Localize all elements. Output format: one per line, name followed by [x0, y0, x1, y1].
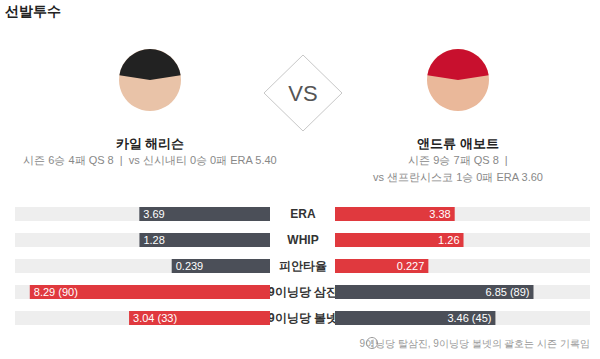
- svg-text:VS: VS: [288, 81, 317, 106]
- svg-text:WHIP: WHIP: [287, 233, 318, 247]
- svg-text:3.38: 3.38: [429, 208, 450, 220]
- svg-text:피안타율: 피안타율: [279, 259, 327, 273]
- svg-text:8.29 (90): 8.29 (90): [34, 286, 78, 298]
- svg-text:6.85 (89): 6.85 (89): [485, 286, 529, 298]
- svg-text:9이닝당 삼진: 9이닝당 삼진: [268, 285, 338, 299]
- svg-text:시즌 6승 4패 QS 8 | vs 신시내티 0승 0: 시즌 6승 4패 QS 8 | vs 신시내티 0승 0패 ERA 5.40: [23, 154, 277, 166]
- svg-text:9이닝당 탈삼진, 9이닝당 볼넷의 괄호는 시즌 기록임: 9이닝당 탈삼진, 9이닝당 볼넷의 괄호는 시즌 기록임: [359, 338, 590, 349]
- svg-text:0.227: 0.227: [397, 260, 425, 272]
- svg-text:ERA: ERA: [290, 207, 316, 221]
- svg-text:시즌 9승 7패 QS 8 |: 시즌 9승 7패 QS 8 |: [408, 154, 507, 166]
- svg-text:3.04 (33): 3.04 (33): [133, 312, 177, 324]
- svg-text:카일 해리슨: 카일 해리슨: [116, 136, 185, 151]
- svg-text:0.239: 0.239: [176, 260, 204, 272]
- svg-text:3.46 (45): 3.46 (45): [447, 312, 491, 324]
- svg-text:앤드류 애보트: 앤드류 애보트: [417, 136, 499, 151]
- svg-text:1.28: 1.28: [143, 234, 164, 246]
- svg-text:3.69: 3.69: [143, 208, 164, 220]
- svg-text:vs 샌프란시스코 1승 0패 ERA 3.60: vs 샌프란시스코 1승 0패 ERA 3.60: [373, 171, 543, 183]
- svg-text:9이닝당 볼넷: 9이닝당 볼넷: [268, 311, 338, 325]
- svg-text:1.26: 1.26: [438, 234, 459, 246]
- svg-text:선발투수: 선발투수: [5, 3, 61, 19]
